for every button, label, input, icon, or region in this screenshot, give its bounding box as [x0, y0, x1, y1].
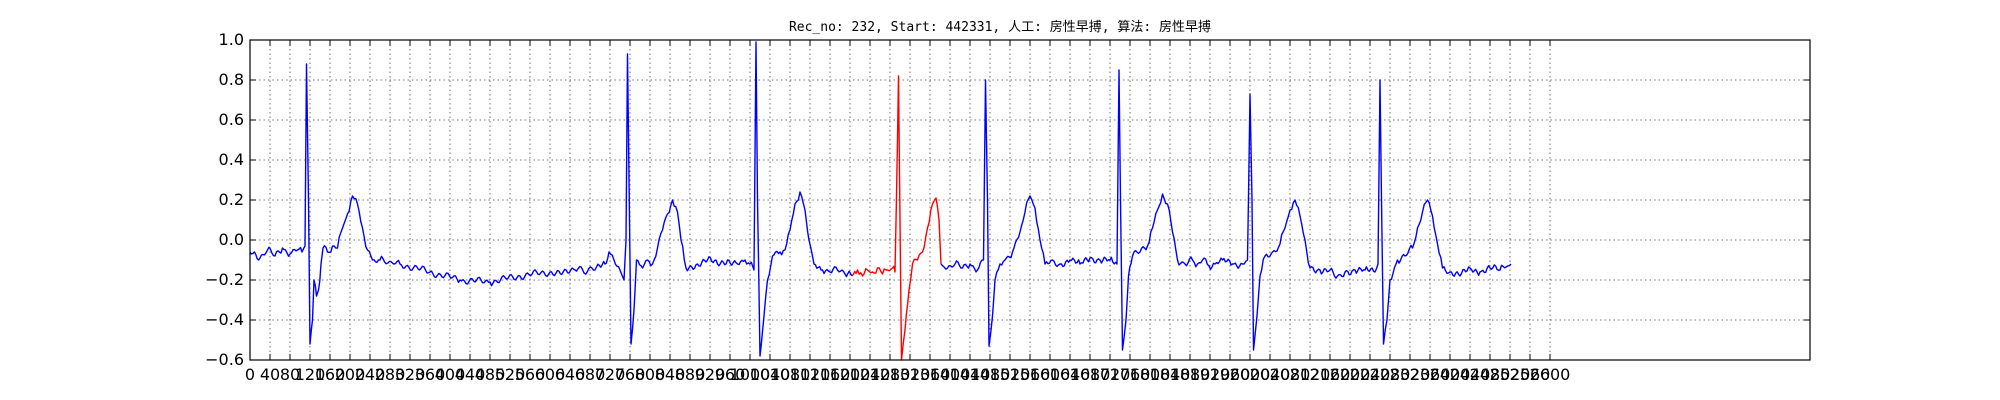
x-tick-label: 480 [475, 365, 506, 384]
x-tick-label: 320 [395, 365, 426, 384]
x-tick-label: 1480 [970, 365, 1011, 384]
x-tick-label: 1160 [810, 365, 851, 384]
y-tick-label: −0.2 [205, 270, 244, 289]
x-tick-label: 2280 [1370, 365, 1411, 384]
ecg-segment [940, 69, 1512, 351]
x-tick-label: 40 [260, 365, 280, 384]
x-tick-label: 2240 [1350, 365, 1391, 384]
ecg-waveform [249, 41, 1512, 361]
x-tick-label: 2520 [1490, 365, 1531, 384]
x-tick-label: 2080 [1270, 365, 1311, 384]
x-tick-label: 160 [315, 365, 346, 384]
x-tick-label: 400 [435, 365, 466, 384]
y-tick-label: 0.8 [219, 70, 244, 89]
x-tick-label: 1840 [1150, 365, 1191, 384]
x-tick-label: 1720 [1090, 365, 1131, 384]
x-tick-label: 1240 [850, 365, 891, 384]
x-tick-label: 1920 [1190, 365, 1231, 384]
x-tick-label: 1760 [1110, 365, 1151, 384]
x-tick-label: 1960 [1210, 365, 1251, 384]
x-tick-label: 2560 [1510, 365, 1551, 384]
x-tick-label: 2000 [1230, 365, 1271, 384]
x-tick-label: 1520 [990, 365, 1031, 384]
y-tick-label: 0.2 [219, 190, 244, 209]
plot-frame [249, 39, 1811, 361]
x-tick-label: 720 [595, 365, 626, 384]
x-tick-label: 1800 [1130, 365, 1171, 384]
x-tick-label: 1400 [930, 365, 971, 384]
x-tick-label: 2320 [1390, 365, 1431, 384]
x-tick-label: 280 [375, 365, 406, 384]
x-tick-label: 2200 [1330, 365, 1371, 384]
x-tick-label: 1040 [750, 365, 791, 384]
x-tick-label: 2440 [1450, 365, 1491, 384]
x-tick-label: 1280 [870, 365, 911, 384]
x-tick-label: 1360 [910, 365, 951, 384]
x-tick-label: 240 [355, 365, 386, 384]
axes: −0.6−0.4−0.20.00.20.40.60.81.00 40 8012016… [205, 30, 1811, 384]
x-tick-label: 1560 [1010, 365, 1051, 384]
x-tick-label: 1680 [1070, 365, 1111, 384]
x-tick-label: 2600 [1530, 365, 1571, 384]
x-tick-label: 2480 [1470, 365, 1511, 384]
x-tick-label: 120 [295, 365, 326, 384]
x-tick-label: 2360 [1410, 365, 1451, 384]
x-tick-label: 1200 [830, 365, 871, 384]
x-tick-label: 1880 [1170, 365, 1211, 384]
x-tick-label: 560 [515, 365, 546, 384]
x-tick-label: 1640 [1050, 365, 1091, 384]
x-tick-label: 1120 [790, 365, 831, 384]
x-tick-label: 1440 [950, 365, 991, 384]
x-tick-label: 800 [635, 365, 666, 384]
y-tick-label: 1.0 [219, 30, 244, 49]
y-tick-label: 0.0 [219, 230, 244, 249]
x-tick-label: 200 [335, 365, 366, 384]
x-tick-label: 1600 [1030, 365, 1071, 384]
y-tick-label: 0.4 [219, 150, 244, 169]
y-tick-label: 0.6 [219, 110, 244, 129]
x-tick-label: 520 [495, 365, 526, 384]
y-tick-label: −0.6 [205, 350, 244, 369]
x-tick-label: 840 [655, 365, 686, 384]
x-tick-label: 2120 [1290, 365, 1331, 384]
x-tick-label: 80 [280, 365, 300, 384]
x-tick-label: 920 [695, 365, 726, 384]
x-tick-label: 640 [555, 365, 586, 384]
x-tick-label: 880 [675, 365, 706, 384]
x-tick-label: 1000 [730, 365, 771, 384]
chart-title: Rec_no: 232, Start: 442331, 人工: 房性早搏, 算法… [788, 20, 1212, 35]
x-tick-label: 2400 [1430, 365, 1471, 384]
x-tick-label: 2160 [1310, 365, 1351, 384]
x-tick-label: 680 [575, 365, 606, 384]
x-tick-label: 960 [715, 365, 746, 384]
x-tick-label: 0 [245, 365, 255, 384]
x-tick-label: 600 [535, 365, 566, 384]
grid [250, 39, 1810, 361]
x-tick-label: 360 [415, 365, 446, 384]
x-tick-label: 1080 [770, 365, 811, 384]
x-tick-label: 1320 [890, 365, 931, 384]
ecg-segment [851, 75, 942, 361]
x-tick-label: 760 [615, 365, 646, 384]
ecg-segment [249, 41, 853, 357]
y-tick-label: −0.4 [205, 310, 244, 329]
x-tick-label: 2040 [1250, 365, 1291, 384]
x-tick-label: 440 [455, 365, 486, 384]
